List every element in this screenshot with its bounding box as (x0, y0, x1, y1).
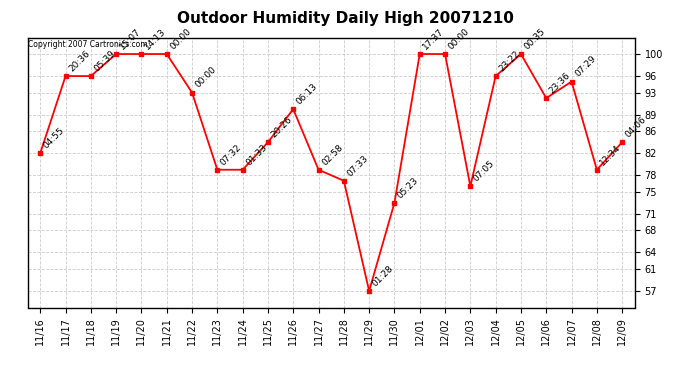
Text: 01:28: 01:28 (371, 264, 395, 288)
Text: 17:37: 17:37 (421, 27, 446, 51)
Text: 04:55: 04:55 (41, 126, 66, 150)
Text: 14:13: 14:13 (143, 27, 168, 51)
Text: 23:36: 23:36 (548, 71, 572, 95)
Text: 05:39: 05:39 (92, 49, 117, 73)
Text: 07:29: 07:29 (573, 54, 598, 79)
Text: 01:33: 01:33 (244, 142, 268, 167)
Text: 06:13: 06:13 (295, 82, 319, 106)
Text: Copyright 2007 Cartronics.com: Copyright 2007 Cartronics.com (28, 40, 148, 49)
Text: 00:00: 00:00 (168, 27, 193, 51)
Text: 20:26: 20:26 (269, 115, 294, 140)
Text: Outdoor Humidity Daily High 20071210: Outdoor Humidity Daily High 20071210 (177, 11, 513, 26)
Text: 07:33: 07:33 (345, 153, 370, 178)
Text: 04:06: 04:06 (624, 115, 648, 140)
Text: 00:35: 00:35 (522, 27, 547, 51)
Text: 07:32: 07:32 (219, 142, 244, 167)
Text: 05:23: 05:23 (396, 176, 420, 200)
Text: 23:22: 23:22 (497, 49, 522, 73)
Text: 00:00: 00:00 (193, 65, 218, 90)
Text: 12:34: 12:34 (598, 142, 622, 167)
Text: 02:58: 02:58 (320, 142, 344, 167)
Text: 00:00: 00:00 (446, 27, 471, 51)
Text: 15:07: 15:07 (117, 27, 142, 51)
Text: 20:36: 20:36 (67, 49, 92, 73)
Text: 07:05: 07:05 (472, 159, 496, 183)
